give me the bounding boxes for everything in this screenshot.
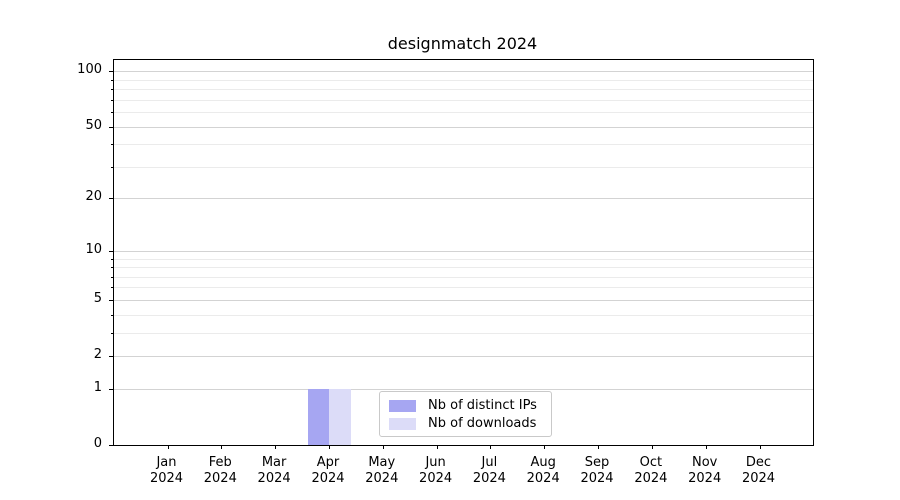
major-gridline bbox=[114, 356, 813, 357]
minor-gridline bbox=[114, 276, 813, 278]
x-tick-label: May 2024 bbox=[342, 455, 422, 487]
y-tick-label: 2 bbox=[93, 347, 102, 362]
minor-gridline bbox=[114, 258, 813, 260]
x-tick-label-year: 2024 bbox=[419, 471, 453, 486]
y-tick bbox=[109, 356, 113, 357]
x-tick bbox=[382, 445, 384, 449]
major-gridline bbox=[114, 388, 813, 390]
minor-gridline bbox=[114, 166, 813, 168]
x-tick bbox=[221, 445, 223, 449]
x-tick-label: Feb 2024 bbox=[180, 455, 260, 487]
x-tick-label-year: 2024 bbox=[634, 471, 668, 486]
y-tick bbox=[109, 126, 113, 128]
legend-entry-downloads: Nb of downloads bbox=[380, 416, 551, 431]
x-tick-label: Mar 2024 bbox=[234, 455, 314, 487]
x-tick-label: Aug 2024 bbox=[503, 455, 583, 487]
y-minor-tick bbox=[111, 79, 113, 81]
legend: Nb of distinct IPs Nb of downloads bbox=[379, 391, 552, 437]
x-tick-label-year: 2024 bbox=[688, 471, 722, 486]
major-gridline bbox=[114, 198, 813, 200]
x-tick bbox=[651, 445, 653, 449]
legend-swatch-downloads bbox=[389, 417, 416, 430]
y-tick-label: 5 bbox=[93, 290, 102, 306]
x-tick-label: Dec 2024 bbox=[719, 455, 799, 487]
minor-gridline bbox=[114, 314, 813, 316]
legend-swatch-distinct-ips bbox=[389, 399, 416, 412]
minor-gridline bbox=[114, 79, 813, 81]
x-tick-label-year: 2024 bbox=[203, 471, 237, 486]
y-minor-tick bbox=[111, 258, 113, 260]
major-gridline bbox=[114, 71, 813, 73]
plot-area bbox=[109, 59, 814, 449]
y-minor-tick bbox=[111, 99, 113, 101]
y-minor-tick bbox=[111, 332, 113, 334]
x-tick-label: Jun 2024 bbox=[396, 455, 476, 487]
y-tick bbox=[109, 388, 113, 390]
legend-entry-distinct-ips: Nb of distinct IPs bbox=[380, 398, 551, 413]
x-tick-label: Apr 2024 bbox=[288, 455, 368, 487]
y-minor-tick bbox=[111, 144, 113, 146]
y-tick bbox=[109, 299, 113, 301]
x-tick bbox=[436, 445, 438, 449]
y-tick bbox=[109, 445, 113, 446]
x-tick-label-year: 2024 bbox=[741, 471, 776, 486]
x-tick bbox=[544, 445, 546, 449]
x-tick bbox=[759, 445, 761, 449]
y-tick-label: 10 bbox=[85, 241, 102, 257]
major-gridline bbox=[114, 250, 813, 252]
chart-title: designmatch 2024 bbox=[387, 34, 538, 53]
x-tick bbox=[167, 445, 169, 449]
y-tick-label: 50 bbox=[85, 117, 102, 133]
y-minor-tick bbox=[111, 267, 113, 268]
x-tick-label: Nov 2024 bbox=[665, 455, 745, 487]
x-tick-label-year: 2024 bbox=[526, 471, 560, 486]
major-gridline bbox=[114, 299, 813, 301]
x-tick bbox=[705, 445, 707, 449]
x-tick-label: Jul 2024 bbox=[449, 455, 529, 487]
minor-gridline bbox=[114, 112, 813, 114]
minor-gridline bbox=[114, 267, 813, 268]
bar-downloads bbox=[329, 388, 351, 445]
bar-distinct-ips bbox=[307, 388, 329, 445]
minor-gridline bbox=[114, 89, 813, 91]
x-tick-label: Sep 2024 bbox=[557, 455, 637, 487]
x-tick-label-year: 2024 bbox=[257, 471, 291, 486]
y-tick-label: 0 bbox=[93, 436, 102, 451]
x-tick bbox=[490, 445, 492, 449]
legend-label-distinct-ips: Nb of distinct IPs bbox=[428, 398, 537, 413]
y-tick-label: 100 bbox=[77, 62, 102, 78]
y-minor-tick bbox=[111, 166, 113, 168]
minor-gridline bbox=[114, 287, 813, 289]
minor-gridline bbox=[114, 144, 813, 146]
x-tick bbox=[275, 445, 277, 449]
y-tick bbox=[109, 250, 113, 252]
x-tick bbox=[329, 445, 330, 449]
y-tick bbox=[109, 198, 113, 200]
minor-gridline bbox=[114, 99, 813, 101]
x-tick-label-year: 2024 bbox=[580, 471, 614, 486]
y-minor-tick bbox=[111, 276, 113, 278]
legend-label-downloads: Nb of downloads bbox=[428, 416, 537, 431]
x-tick bbox=[598, 445, 599, 449]
x-tick-label-year: 2024 bbox=[149, 471, 184, 486]
y-minor-tick bbox=[111, 287, 113, 289]
x-tick-label: Oct 2024 bbox=[611, 455, 691, 487]
x-tick-label-year: 2024 bbox=[472, 471, 506, 486]
y-tick bbox=[109, 71, 113, 73]
x-tick-label: Jan 2024 bbox=[127, 455, 207, 487]
minor-gridline bbox=[114, 332, 813, 334]
x-tick-label-year: 2024 bbox=[365, 471, 399, 486]
y-minor-tick bbox=[111, 89, 113, 91]
major-gridline bbox=[114, 126, 813, 128]
x-tick-label-year: 2024 bbox=[311, 471, 345, 486]
y-minor-tick bbox=[111, 112, 113, 114]
y-minor-tick bbox=[111, 314, 113, 316]
y-tick-label: 1 bbox=[93, 379, 102, 395]
y-tick-label: 20 bbox=[85, 189, 102, 205]
